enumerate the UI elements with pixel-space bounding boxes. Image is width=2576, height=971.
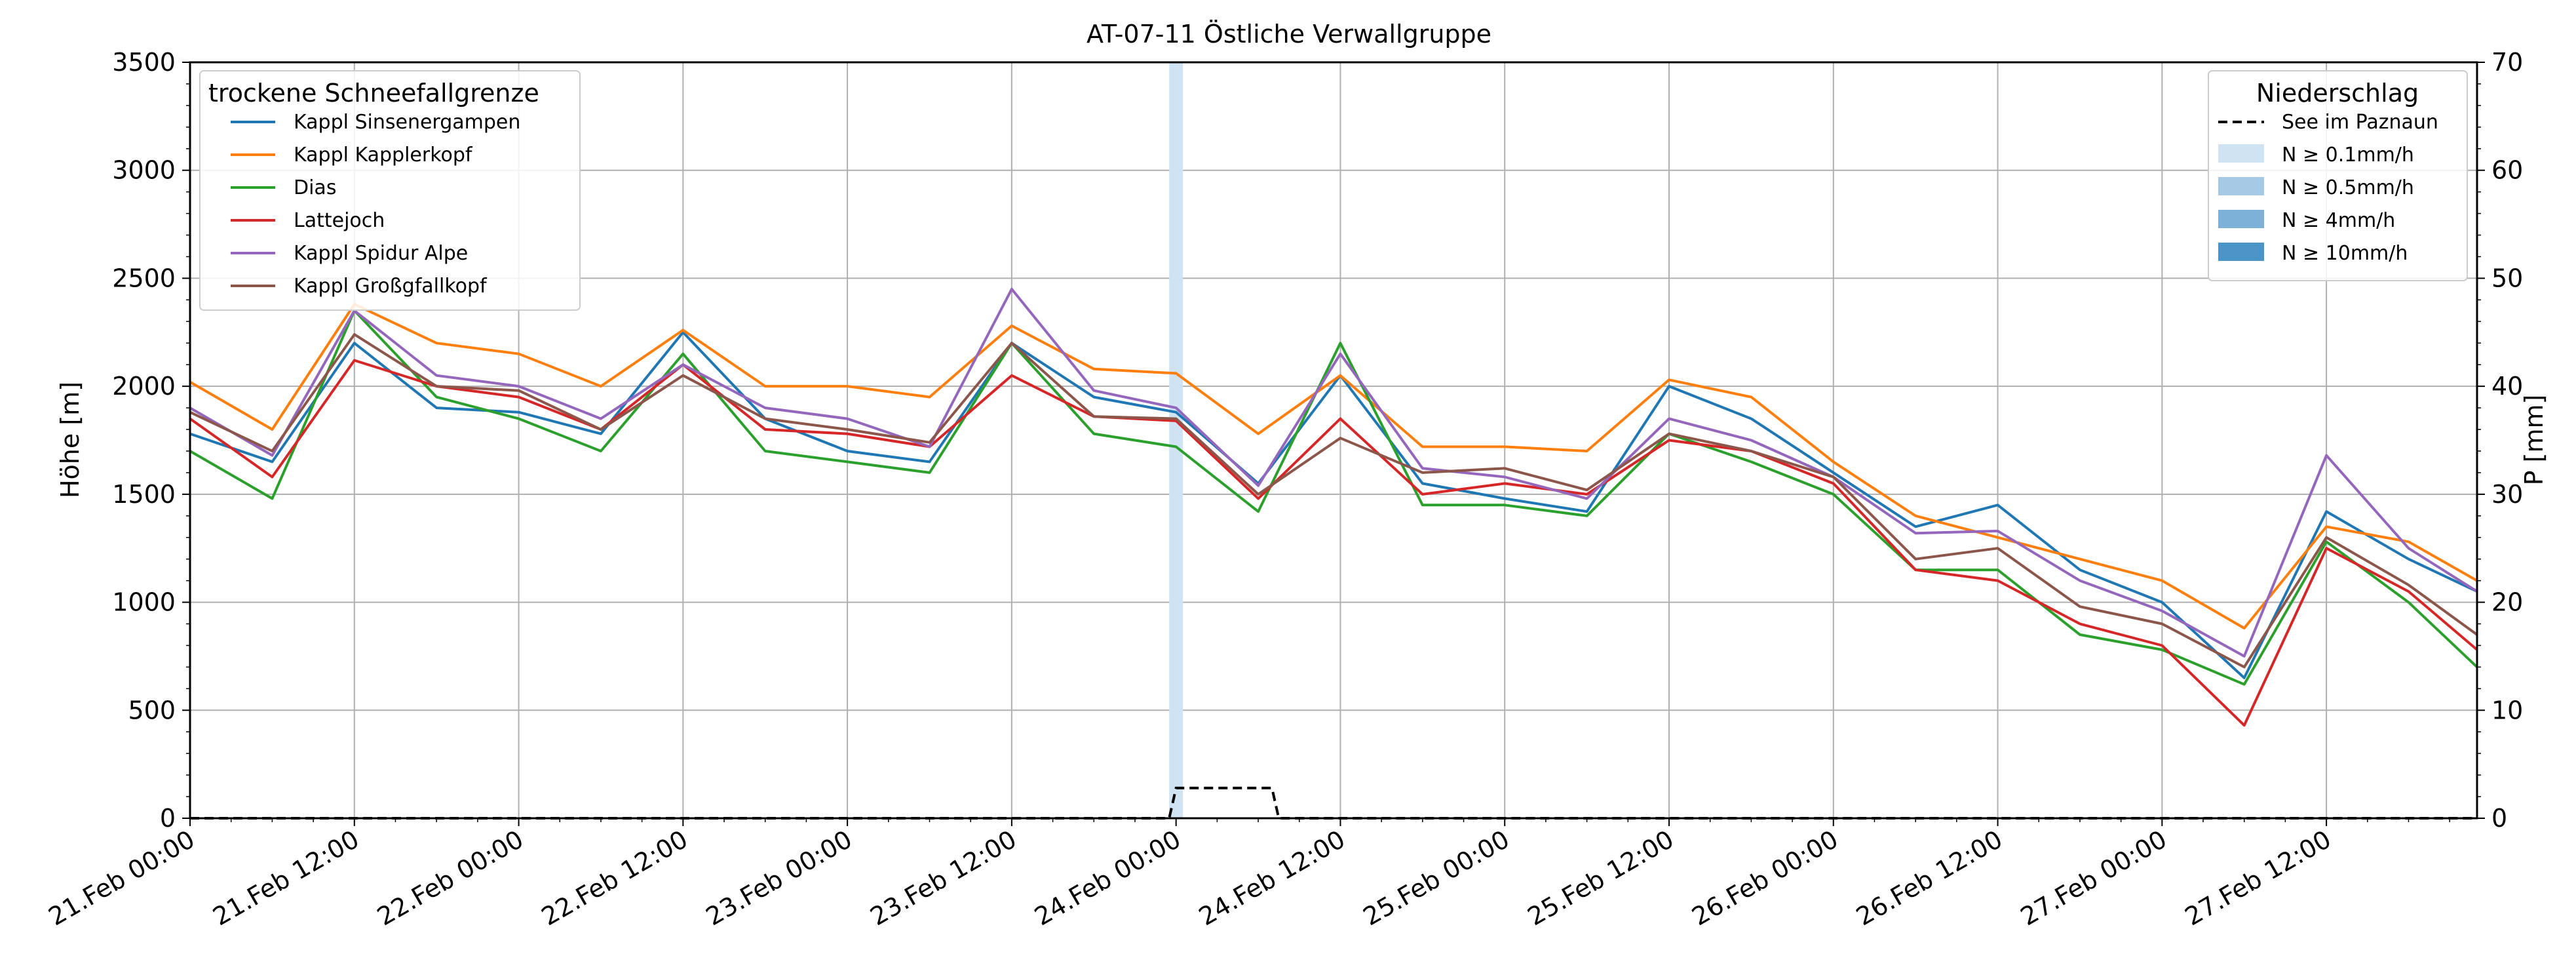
legend-swatch-band (2218, 243, 2264, 261)
legend-right-items: See im Paznaun N ≥ 0.1mm/h N ≥ 0.5mm/h N ≥ … (2218, 111, 2438, 265)
legend-label: See im Paznaun (2282, 111, 2438, 134)
y-tick-label-left: 500 (128, 696, 176, 724)
series-line-kappl-gro-gfallkopf (189, 333, 2478, 669)
legend-left-box (199, 70, 581, 311)
y-tick-label-right: 10 (2491, 696, 2523, 724)
precip-band-layer (1169, 62, 1183, 818)
series-layer (189, 287, 2478, 727)
y-tick-label-right: 40 (2491, 372, 2523, 401)
y-tick-label-left: 3500 (112, 48, 176, 77)
chart-title: AT-07-11 Östliche Verwallgruppe (1086, 20, 1491, 49)
legend-swatch-band (2218, 144, 2264, 163)
legend-label: N ≥ 10mm/h (2282, 242, 2408, 265)
precip-band-0.1 (1169, 62, 1183, 818)
y-tick-label-right: 20 (2491, 588, 2523, 617)
y-tick-label-left: 0 (160, 804, 176, 833)
legend-right-title: Niederschlag (2256, 79, 2419, 108)
legend-label: N ≥ 4mm/h (2282, 209, 2395, 232)
legend-label: Kappl Spidur Alpe (294, 242, 468, 265)
y-tick-label-right: 60 (2491, 156, 2523, 185)
y-tick-label-left: 1000 (112, 588, 176, 617)
legend-swatch-band (2218, 210, 2264, 228)
legend-label: Lattejoch (294, 209, 385, 232)
legend-label: Kappl Großgfallkopf (294, 275, 488, 298)
y-tick-label-right: 70 (2491, 48, 2523, 77)
y-axis-right-label: P [mm] (2520, 395, 2548, 486)
legend-label: N ≥ 0.1mm/h (2282, 144, 2414, 167)
legend-left-title: trockene Schneefallgrenze (208, 79, 539, 108)
y-tick-label-left: 2000 (112, 372, 176, 401)
y-tick-label-right: 0 (2491, 804, 2507, 833)
legend-swatch-band (2218, 177, 2264, 195)
legend-label: Dias (294, 176, 336, 199)
y-tick-label-right: 50 (2491, 264, 2523, 292)
series-line-dias (189, 309, 2478, 686)
legend-label: N ≥ 0.5mm/h (2282, 176, 2414, 199)
plot-frame (189, 61, 2478, 820)
legend-left-items: Kappl Sinsenergampen Kappl Kapplerkopf Dia… (231, 111, 520, 298)
y-axis-left-label: Höhe [m] (56, 382, 85, 498)
series-line-lattejoch (189, 359, 2478, 727)
y-tick-label-right: 30 (2491, 480, 2523, 509)
series-line-kappl-spidur-alpe (189, 287, 2478, 658)
legend-right-box (2208, 70, 2468, 281)
y-tick-label-left: 3000 (112, 156, 176, 185)
y-tick-label-left: 1500 (112, 480, 176, 509)
legend-label: Kappl Kapplerkopf (294, 144, 473, 167)
y-tick-label-left: 2500 (112, 264, 176, 292)
legend-left: trockene Schneefallgrenze Kappl Sinsener… (199, 70, 581, 311)
series-line-kappl-kapplerkopf (189, 303, 2478, 630)
legend-right: Niederschlag See im Paznaun N ≥ 0.1mm/h N … (2208, 70, 2468, 281)
legend-label: Kappl Sinsenergampen (294, 111, 520, 134)
